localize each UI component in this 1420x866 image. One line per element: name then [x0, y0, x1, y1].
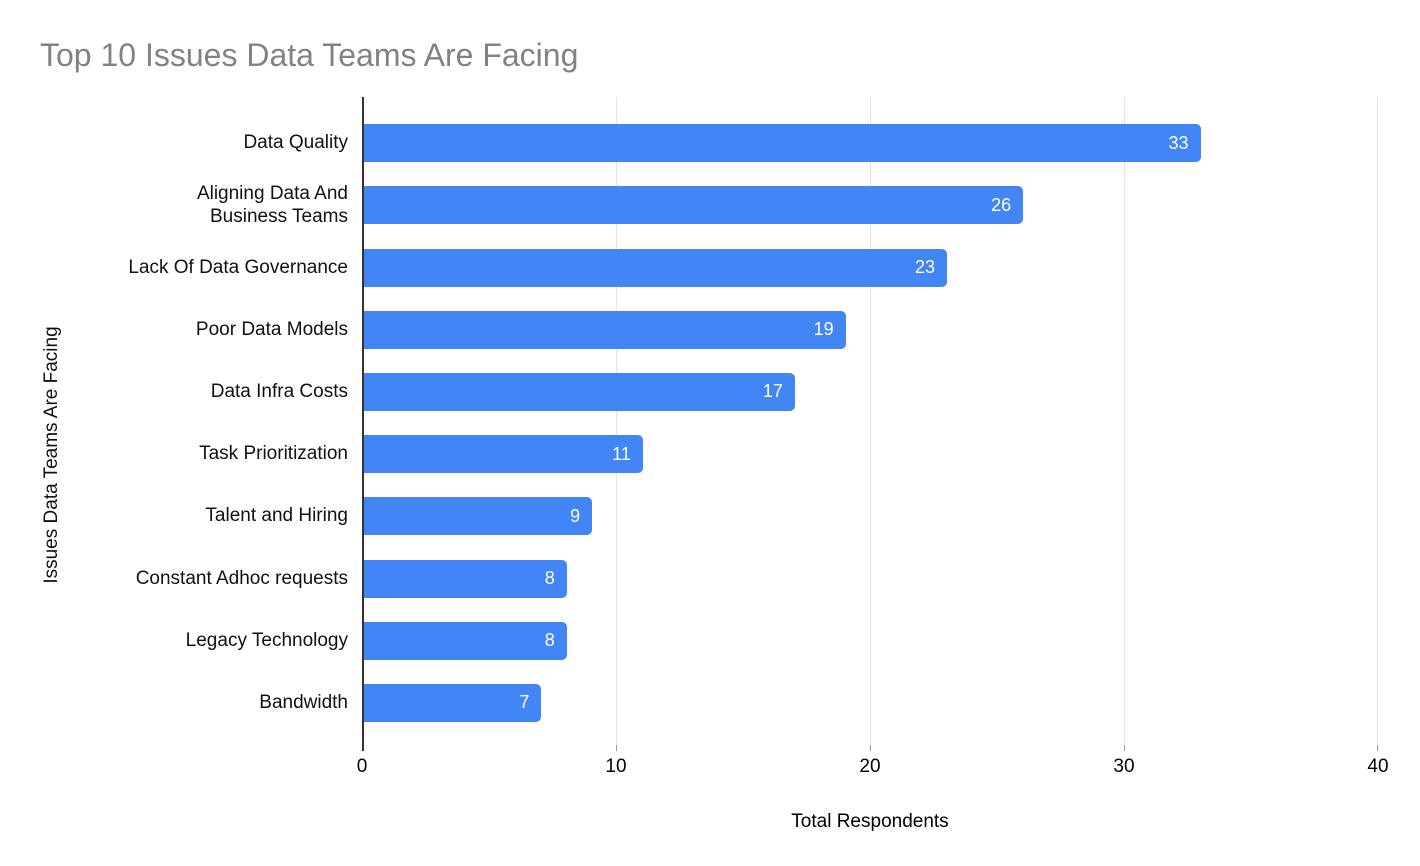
bar-value-label: 26 — [991, 194, 1012, 215]
bar-row: 8 — [364, 547, 1378, 609]
gridline-x-20 — [870, 97, 871, 745]
gridline-x-40 — [1377, 97, 1378, 745]
gridline-x-30 — [1124, 97, 1125, 745]
x-tick-mark-10 — [616, 745, 617, 751]
category-label-1: Aligning Data And Business Teams — [196, 182, 348, 228]
category-label-8: Legacy Technology — [185, 629, 348, 651]
x-tick-label-20: 20 — [859, 756, 881, 777]
x-tick-mark-20 — [870, 745, 871, 751]
bar-value-label: 11 — [612, 443, 631, 464]
bars-layer: 33 26 23 19 17 11 9 8 8 7 — [364, 112, 1378, 734]
bar-7: 8 — [364, 559, 567, 598]
plot-area: 33 26 23 19 17 11 9 8 8 7 — [362, 97, 1378, 745]
y-axis-category-labels: Data Quality Aligning Data And Business T… — [0, 112, 348, 734]
category-label-7: Constant Adhoc requests — [135, 567, 348, 589]
category-label-4: Data Infra Costs — [210, 381, 348, 403]
bar-row: 23 — [364, 236, 1378, 298]
bar-3: 19 — [364, 310, 846, 349]
bar-value-label: 19 — [813, 319, 834, 340]
category-row: Bandwidth — [0, 672, 348, 734]
category-label-2: Lack Of Data Governance — [128, 256, 348, 278]
x-axis: 0 10 20 30 40 — [357, 745, 1389, 791]
category-row: Aligning Data And Business Teams — [0, 174, 348, 236]
bar-row: 9 — [364, 485, 1378, 547]
bar-row: 19 — [364, 299, 1378, 361]
bar-value-label: 7 — [519, 692, 530, 713]
category-row: Legacy Technology — [0, 610, 348, 672]
bar-2: 23 — [364, 248, 948, 287]
category-row: Talent and Hiring — [0, 485, 348, 547]
bar-8: 8 — [364, 621, 567, 660]
bar-0: 33 — [364, 124, 1201, 163]
x-tick-mark-0 — [362, 745, 364, 751]
category-label-9: Bandwidth — [259, 692, 348, 714]
bar-row: 17 — [364, 361, 1378, 423]
bar-1: 26 — [364, 186, 1024, 225]
bar-row: 26 — [364, 174, 1378, 236]
bar-value-label: 8 — [544, 630, 555, 651]
x-axis-title: Total Respondents — [791, 811, 949, 832]
x-tick-label-40: 40 — [1367, 756, 1389, 777]
bar-6: 9 — [364, 497, 593, 536]
x-tick-mark-30 — [1124, 745, 1125, 751]
bar-value-label: 23 — [915, 257, 936, 277]
bar-row: 8 — [364, 610, 1378, 672]
category-row: Data Quality — [0, 112, 348, 174]
bar-value-label: 17 — [762, 381, 783, 402]
category-label-6: Talent and Hiring — [205, 505, 348, 527]
bar-9: 7 — [364, 683, 542, 722]
x-tick-label-30: 30 — [1113, 756, 1135, 777]
x-tick-label-0: 0 — [356, 756, 368, 777]
bar-row: 33 — [364, 112, 1378, 174]
category-label-3: Poor Data Models — [195, 318, 348, 340]
bar-5: 11 — [364, 435, 643, 474]
bar-value-label: 8 — [544, 568, 555, 589]
category-row: Poor Data Models — [0, 299, 348, 361]
x-tick-label-10: 10 — [605, 756, 627, 777]
category-row: Data Infra Costs — [0, 361, 348, 423]
category-label-0: Data Quality — [243, 132, 348, 154]
category-row: Task Prioritization — [0, 423, 348, 485]
chart-title: Top 10 Issues Data Teams Are Facing — [40, 37, 579, 73]
gridline-x-10 — [616, 97, 617, 745]
bar-4: 17 — [364, 372, 795, 411]
category-row: Lack Of Data Governance — [0, 236, 348, 298]
bar-row: 7 — [364, 672, 1378, 734]
bar-value-label: 33 — [1168, 132, 1189, 153]
category-row: Constant Adhoc requests — [0, 547, 348, 609]
x-tick-mark-40 — [1377, 745, 1378, 751]
category-label-5: Task Prioritization — [199, 443, 348, 465]
y-axis-line — [362, 97, 364, 745]
bar-value-label: 9 — [570, 505, 581, 526]
bar-row: 11 — [364, 423, 1378, 485]
